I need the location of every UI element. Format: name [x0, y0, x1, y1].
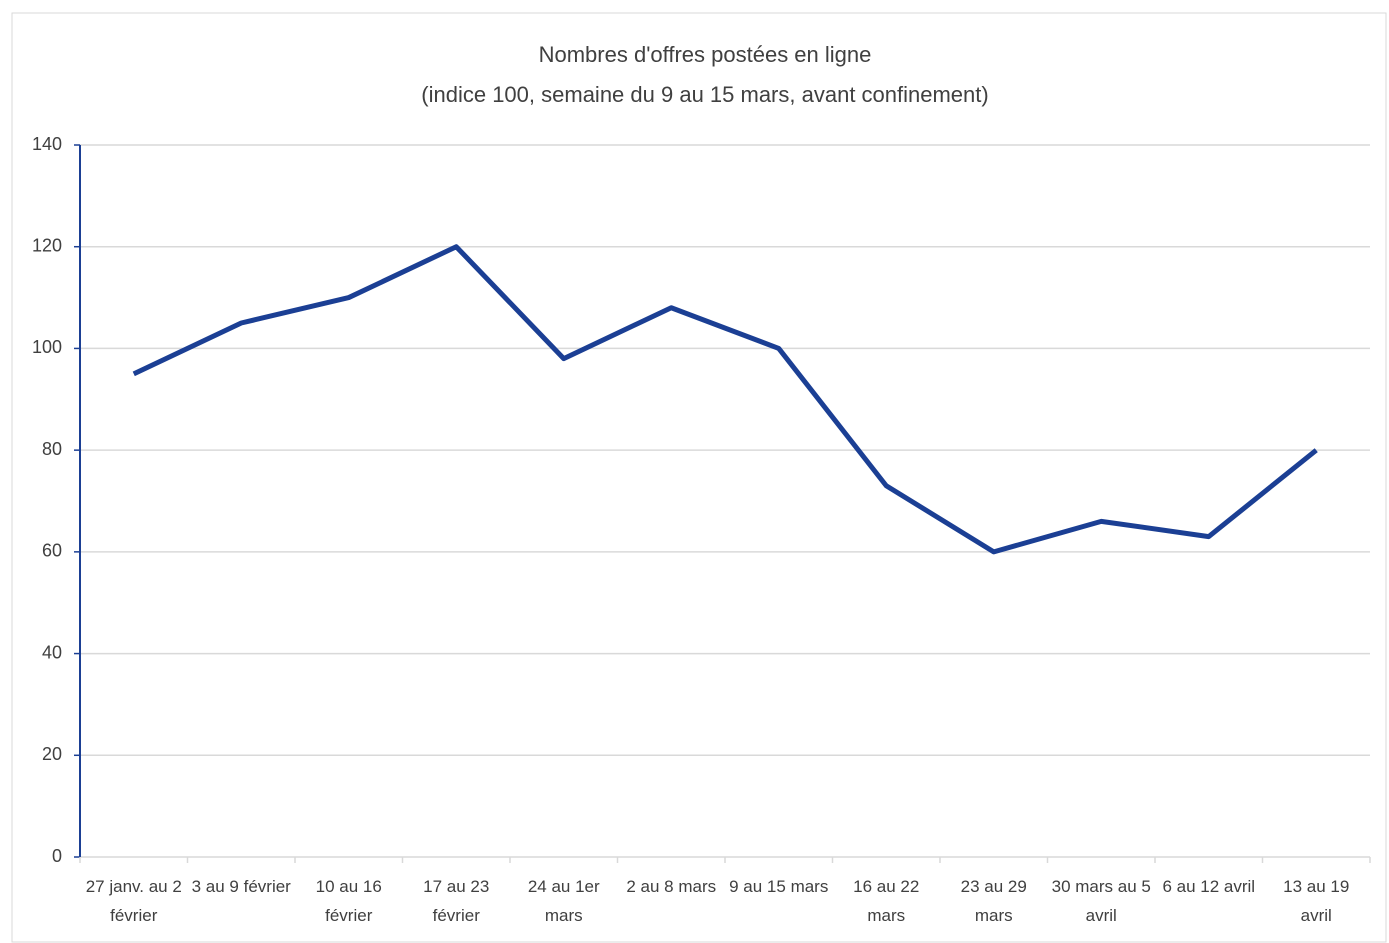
x-tick-label: 2 au 8 mars [626, 877, 717, 896]
chart-title: Nombres d'offres postées en ligne [539, 42, 872, 67]
line-series [132, 244, 1318, 555]
y-tick-label: 100 [32, 337, 62, 357]
y-tick-label: 40 [42, 642, 62, 662]
x-tick-label: 27 janv. au 2 février [85, 877, 182, 925]
chart-subtitle: (indice 100, semaine du 9 au 15 mars, av… [421, 82, 988, 107]
y-tick-label: 60 [42, 541, 62, 561]
x-tick-label: 9 au 15 mars [729, 877, 829, 896]
y-tick-label: 20 [42, 744, 62, 764]
y-tick-label: 120 [32, 235, 62, 255]
y-tick-label: 80 [42, 439, 62, 459]
x-tick-label: 23 au 29 mars [960, 877, 1027, 925]
x-tick-label: 17 au 23 février [423, 877, 490, 925]
x-tick-label: 24 au 1er mars [527, 877, 600, 925]
x-tick-label: 10 au 16 février [315, 877, 382, 925]
y-tick-label: 0 [52, 846, 62, 866]
x-tick-label: 6 au 12 avril [1162, 877, 1256, 896]
x-tick-label: 30 mars au 5 avril [1051, 877, 1151, 925]
x-tick-label: 3 au 9 février [191, 877, 291, 896]
chart-frame [11, 12, 1387, 943]
x-tick-label: 16 au 22 mars [853, 877, 920, 925]
x-tick-label: 13 au 19 avril [1283, 877, 1350, 925]
y-tick-label: 140 [32, 134, 62, 154]
